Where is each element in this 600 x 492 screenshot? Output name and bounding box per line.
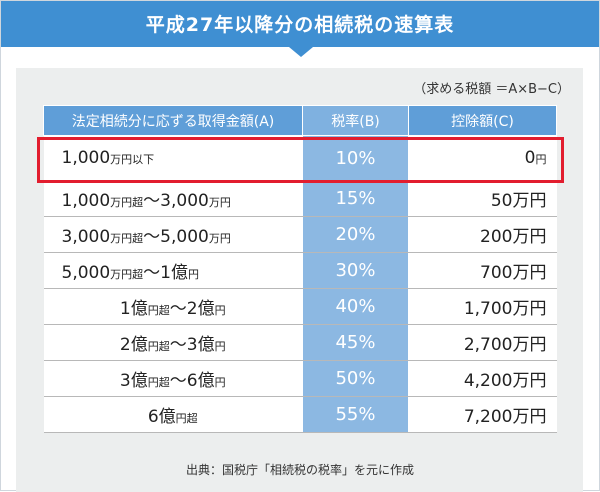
header-deduction: 控除額(C): [408, 105, 557, 136]
amount-text: 円超: [147, 304, 170, 317]
rate-cell: 55%: [302, 396, 409, 433]
deduction-cell: 7,200万円: [408, 396, 557, 433]
table-row: 3億円超～6億円 50% 4,200万円: [43, 360, 557, 397]
deduction-text: 7,200: [463, 407, 513, 427]
amount-cell: 1億円超～2億円: [43, 288, 303, 325]
amount-text: 6億: [186, 371, 215, 391]
amount-text: 円: [214, 376, 226, 389]
deduction-text: 2,700: [463, 335, 513, 355]
amount-text: 万円超: [110, 268, 144, 281]
figure-title: 平成27年以降分の相続税の速算表: [145, 14, 455, 36]
rate-cell: 15%: [302, 180, 409, 217]
deduction-text: 1,700: [463, 299, 513, 319]
amount-text: 円: [188, 268, 199, 281]
rate-cell: 40%: [302, 288, 409, 325]
amount-text: 1,000: [61, 148, 111, 168]
deduction-cell: 4,200万円: [408, 360, 557, 397]
table-row: 1,000万円以下 10% 0円: [43, 135, 557, 181]
amount-cell: 3,000万円超～5,000万円: [43, 216, 303, 253]
header-amount: 法定相続分に応ずる取得金額(A): [43, 105, 303, 136]
source-note: 出典：国税庁「相続税の税率」を元に作成: [185, 463, 414, 477]
table-row: 6億円超 55% 7,200万円: [43, 396, 557, 433]
deduction-text: 0: [524, 148, 536, 168]
amount-text: 円: [214, 340, 226, 353]
tax-rate-table: 法定相続分に応ずる取得金額(A) 税率(B) 控除額(C) 1,000万円以下 1…: [43, 105, 557, 433]
deduction-cell: 50万円: [408, 180, 557, 217]
amount-text: ～: [143, 191, 161, 211]
deduction-cell: 2,700万円: [408, 324, 557, 361]
rate-cell: 45%: [302, 324, 409, 361]
deduction-text: 4,200: [463, 371, 513, 391]
amount-text: 2億: [119, 335, 148, 355]
amount-text: 万円: [208, 196, 231, 209]
rate-cell: 50%: [302, 360, 409, 397]
deduction-text: 万円: [512, 407, 547, 427]
amount-cell: 6億円超: [43, 396, 303, 433]
amount-text: 円超: [147, 376, 170, 389]
deduction-text: 万円: [512, 227, 547, 247]
amount-text: ～: [169, 371, 187, 391]
amount-text: 万円以下: [110, 153, 155, 166]
deduction-cell: 1,700万円: [408, 288, 557, 325]
amount-text: 万円超: [110, 196, 144, 209]
deduction-text: 万円: [512, 263, 547, 283]
amount-text: 3,000: [160, 191, 209, 211]
formula-note: （求める税額 ＝A×B−C）: [413, 82, 570, 97]
first-row-highlight: [37, 137, 564, 183]
table-row: 2億円超～3億円 45% 2,700万円: [43, 324, 557, 361]
amount-text: 1億: [160, 263, 188, 283]
amount-text: 6億: [147, 407, 176, 427]
amount-text: 1億: [119, 299, 148, 319]
table-row: 1,000万円超～3,000万円 15% 50万円: [43, 180, 557, 217]
amount-text: 3,000: [61, 227, 111, 247]
deduction-cell: 200万円: [408, 216, 557, 253]
amount-text: 1,000: [61, 191, 111, 211]
amount-text: ～: [143, 263, 161, 283]
header-rate: 税率(B): [302, 105, 409, 136]
amount-cell: 3億円超～6億円: [43, 360, 303, 397]
amount-text: 万円: [208, 232, 231, 245]
amount-text: 5,000: [160, 227, 209, 247]
deduction-text: 700: [480, 263, 513, 283]
deduction-text: 200: [480, 227, 513, 247]
deduction-text: 万円: [512, 299, 547, 319]
title-notch: [289, 47, 313, 57]
amount-text: 円超: [175, 412, 198, 425]
deduction-text: 50: [490, 191, 513, 211]
deduction-cell: 700万円: [408, 252, 557, 289]
amount-cell: 1,000万円以下: [43, 135, 303, 181]
table-row: 5,000万円超～1億円 30% 700万円: [43, 252, 557, 289]
amount-text: 円超: [147, 340, 170, 353]
amount-text: ～: [143, 227, 161, 247]
rate-cell: 10%: [302, 135, 409, 181]
deduction-text: 万円: [512, 335, 547, 355]
deduction-cell: 0円: [408, 135, 557, 181]
amount-cell: 2億円超～3億円: [43, 324, 303, 361]
deduction-text: 万円: [512, 371, 547, 391]
deduction-text: 万円: [512, 191, 547, 211]
amount-text: 2億: [186, 299, 215, 319]
amount-text: 3億: [186, 335, 215, 355]
amount-text: 万円超: [110, 232, 144, 245]
amount-text: ～: [169, 335, 187, 355]
amount-text: 3億: [119, 371, 148, 391]
amount-text: 5,000: [61, 263, 111, 283]
table-row: 1億円超～2億円 40% 1,700万円: [43, 288, 557, 325]
table-row: 3,000万円超～5,000万円 20% 200万円: [43, 216, 557, 253]
title-bar: 平成27年以降分の相続税の速算表: [1, 1, 599, 57]
rate-cell: 20%: [302, 216, 409, 253]
deduction-text: 円: [535, 153, 547, 166]
amount-text: ～: [169, 299, 187, 319]
amount-text: 円: [214, 304, 226, 317]
amount-cell: 5,000万円超～1億円: [43, 252, 303, 289]
rate-cell: 30%: [302, 252, 409, 289]
table-header-row: 法定相続分に応ずる取得金額(A) 税率(B) 控除額(C): [43, 105, 557, 136]
amount-cell: 1,000万円超～3,000万円: [43, 180, 303, 217]
